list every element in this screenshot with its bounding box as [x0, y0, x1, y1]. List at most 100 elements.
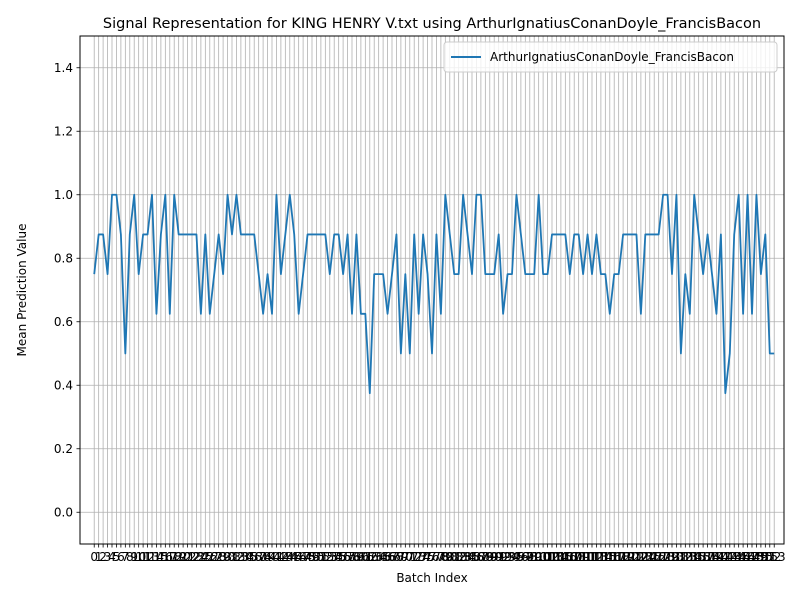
x-tick-label: 82: [451, 550, 466, 564]
x-tick-label: 96: [513, 550, 528, 564]
x-tick-label: 19: [171, 550, 186, 564]
x-tick-label: 123: [629, 550, 652, 564]
x-tick-label: 4: [108, 550, 116, 564]
x-tick-label: 107: [558, 550, 581, 564]
x-tick-label: 90: [487, 550, 502, 564]
x-tick-label: 17: [162, 550, 177, 564]
x-tick-label: 30: [220, 550, 235, 564]
x-tick-label: 109: [567, 550, 590, 564]
x-tick-label: 116: [598, 550, 621, 564]
series-line: [93, 193, 775, 395]
x-tick-label: 125: [638, 550, 661, 564]
x-axis-label: Batch Index: [396, 571, 467, 585]
x-tick-label: 88: [478, 550, 493, 564]
x-tick-label: 60: [353, 550, 368, 564]
legend-label: ArthurIgnatiusConanDoyle_FrancisBacon: [490, 50, 734, 64]
x-tick-label: 65: [375, 550, 390, 564]
x-tick-label: 124: [634, 550, 657, 564]
legend: ArthurIgnatiusConanDoyle_FrancisBacon: [443, 41, 778, 73]
x-tick-label: 144: [723, 550, 746, 564]
x-tick-label: 138: [696, 550, 719, 564]
x-tick-label: 140: [705, 550, 728, 564]
x-tick-label: 79: [438, 550, 453, 564]
x-tick-label: 141: [709, 550, 732, 564]
x-tick-label: 59: [349, 550, 364, 564]
x-tick-label: 0: [90, 550, 98, 564]
x-tick-label: 104: [545, 550, 568, 564]
x-tick-label: 110: [572, 550, 595, 564]
x-tick-label: 130: [661, 550, 684, 564]
x-tick-label: 129: [656, 550, 679, 564]
x-tick-label: 150: [749, 550, 772, 564]
x-tick-label: 70: [398, 550, 413, 564]
x-gridlines: [93, 36, 775, 544]
y-axis-ticks: 0.0 0.2 0.4 0.6 0.8 1.0 1.2 1.4: [54, 61, 80, 519]
x-tick-label: 99: [527, 550, 542, 564]
x-tick-label: 24: [193, 550, 208, 564]
x-tick-label: 41: [269, 550, 284, 564]
x-tick-label: 3: [104, 550, 112, 564]
chart-title: Signal Representation for KING HENRY V.t…: [103, 16, 761, 32]
x-tick-label: 105: [549, 550, 572, 564]
x-tick-label: 57: [340, 550, 355, 564]
x-tick-label: 122: [625, 550, 648, 564]
x-tick-label: 39: [260, 550, 275, 564]
x-tick-label: 94: [504, 550, 519, 564]
x-tick-label: 132: [669, 550, 692, 564]
x-tick-label: 20: [175, 550, 190, 564]
x-tick-label: 42: [273, 550, 288, 564]
x-tick-label: 47: [295, 550, 310, 564]
x-tick-label: 43: [278, 550, 293, 564]
x-tick-label: 93: [500, 550, 515, 564]
x-tick-label: 9: [130, 550, 138, 564]
y-tick-label: 0.2: [54, 442, 73, 456]
x-tick-label: 48: [300, 550, 315, 564]
x-tick-label: 33: [233, 550, 248, 564]
x-tick-label: 36: [247, 550, 262, 564]
x-tick-label: 6: [117, 550, 125, 564]
x-tick-label: 85: [464, 550, 479, 564]
x-tick-label: 56: [335, 550, 350, 564]
x-tick-label: 103: [541, 550, 564, 564]
x-tick-label: 50: [309, 550, 324, 564]
y-gridlines: [80, 67, 784, 513]
x-tick-label: 127: [647, 550, 670, 564]
x-tick-label: 148: [741, 550, 764, 564]
x-tick-label: 153: [763, 550, 786, 564]
x-tick-label: 121: [621, 550, 644, 564]
x-tick-label: 78: [433, 550, 448, 564]
x-tick-label: 5: [113, 550, 121, 564]
x-tick-label: 67: [384, 550, 399, 564]
x-tick-label: 15: [153, 550, 168, 564]
x-tick-label: 1: [95, 550, 103, 564]
x-tick-label: 58: [344, 550, 359, 564]
x-tick-label: 135: [683, 550, 706, 564]
x-tick-label: 52: [318, 550, 333, 564]
x-tick-label: 128: [652, 550, 675, 564]
y-tick-label: 0.0: [54, 505, 73, 519]
x-tick-label: 91: [491, 550, 506, 564]
x-tick-label: 68: [389, 550, 404, 564]
x-tick-label: 44: [282, 550, 297, 564]
y-tick-label: 1.4: [54, 61, 73, 75]
x-tick-label: 18: [167, 550, 182, 564]
x-tick-label: 137: [692, 550, 715, 564]
x-tick-label: 101: [532, 550, 555, 564]
x-tick-label: 21: [180, 550, 195, 564]
x-tick-label: 16: [158, 550, 173, 564]
x-tick-label: 8: [126, 550, 134, 564]
x-tick-label: 45: [287, 550, 302, 564]
x-tick-label: 64: [371, 550, 386, 564]
x-tick-label: 114: [589, 550, 612, 564]
x-tick-label: 14: [149, 550, 164, 564]
x-tick-label: 27: [207, 550, 222, 564]
x-tick-label: 81: [447, 550, 462, 564]
x-tick-label: 100: [527, 550, 550, 564]
y-tick-label: 0.4: [54, 378, 73, 392]
x-tick-label: 7: [122, 550, 130, 564]
legend-box: [443, 41, 778, 73]
y-tick-label: 1.2: [54, 124, 73, 138]
x-tick-label: 76: [424, 550, 439, 564]
x-tick-label: 136: [687, 550, 710, 564]
x-tick-label: 32: [229, 550, 244, 564]
